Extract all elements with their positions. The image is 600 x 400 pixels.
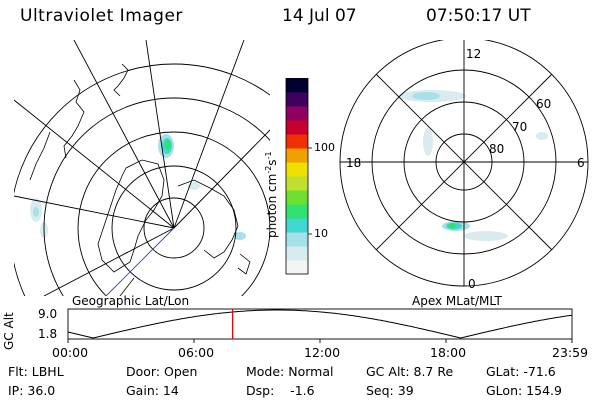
apex-aurora-emission [398,90,548,241]
gc-altitude-timeline [67,308,573,343]
timeline-frame [67,308,573,340]
mlt-label-0: 0 [468,277,476,291]
colorbar-segment [286,162,308,177]
colorbar-segment [286,204,308,219]
gain-readout: Gain: 14 [126,383,179,398]
observation-time: 07:50:17 UT [426,6,531,26]
colorbar-segment [286,106,308,121]
geo-meridian-grid [14,40,270,296]
geographic-panel-label: Geographic Lat/Lon [72,294,190,308]
gc-altitude-readout: GC Alt: 8.7 Re [366,364,454,379]
geo-latitude-grid [14,63,270,296]
altitude-tick-top: 9.0 [38,307,58,321]
colorbar-tick-10: 10 [314,227,328,240]
filter-readout: Flt: LBHL [8,364,64,379]
colorbar-segment [286,232,308,247]
colorbar-scale [286,78,308,275]
colorbar-segment [286,120,308,135]
colorbar-segment [286,190,308,205]
geographic-projection-panel [14,40,270,296]
glat-readout: GLat: -71.6 [486,364,556,379]
ip-readout: IP: 36.0 [8,383,56,398]
apex-magnetic-panel [339,40,589,287]
time-tick-0000: 00:00 [52,345,89,360]
mlat-label-70: 70 [512,120,528,134]
glon-readout: GLon: 154.9 [486,383,562,398]
colorbar [285,78,312,275]
mlat-label-60: 60 [536,97,552,111]
altitude-tick-bottom: 1.8 [38,327,58,341]
mlt-label-6: 6 [577,156,585,170]
mlt-label-12: 12 [466,47,482,61]
sequence-readout: Seq: 39 [366,383,414,398]
geo-aurora-emission [30,134,246,240]
altitude-axis-label: GC Alt [2,312,16,350]
colorbar-segment [286,148,308,163]
colorbar-segment [286,92,308,107]
observation-date: 14 Jul 07 [282,6,357,26]
colorbar-tick-100: 100 [314,141,335,154]
timeline-ticks [67,339,573,343]
mlt-label-18: 18 [346,156,362,170]
colorbar-segment [286,176,308,191]
colorbar-unit-label: photon cm-2s-1 [264,151,279,238]
apex-grid [339,40,589,287]
colorbar-segment [286,260,308,275]
colorbar-segment [286,218,308,233]
geo-coastlines [29,63,251,296]
time-tick-1800: 18:00 [430,345,467,360]
geo-look-line [105,227,175,296]
apex-panel-label: Apex MLat/MLT [412,294,502,308]
time-tick-2359: 23:59 [552,345,589,360]
colorbar-segment [286,78,308,93]
instrument-title: Ultraviolet Imager [20,6,183,26]
mlat-label-80: 80 [489,142,505,156]
mode-readout: Mode: Normal [246,364,334,379]
time-tick-0600: 06:00 [178,345,215,360]
colorbar-segment [286,246,308,261]
altitude-curve [67,309,573,339]
door-readout: Door: Open [126,364,198,379]
colorbar-segment [286,134,308,149]
dsp-readout: Dsp: -1.6 [246,383,315,398]
time-tick-1200: 12:00 [304,345,341,360]
